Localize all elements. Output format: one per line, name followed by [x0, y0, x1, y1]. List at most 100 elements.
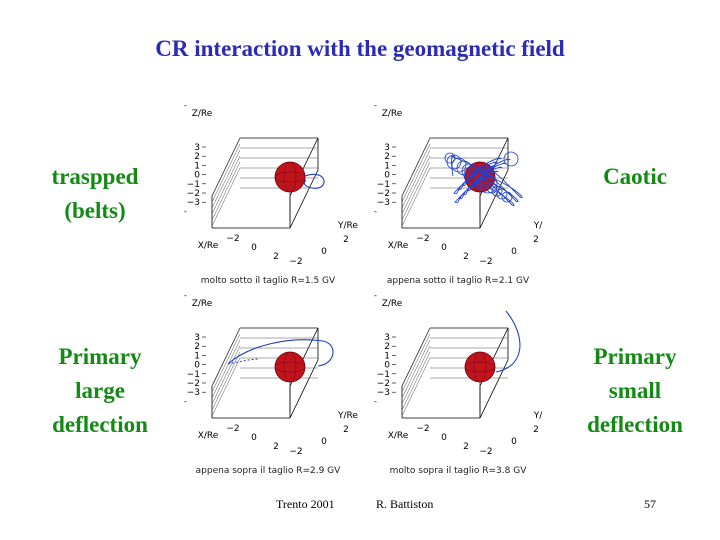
z-tick-label: 2 — [384, 342, 390, 352]
earth-grid — [274, 361, 306, 373]
z-axis-label: Z/Re — [192, 109, 213, 119]
trajectory-loop — [446, 154, 462, 170]
grid-line — [401, 357, 431, 417]
panel-caption: molto sotto il taglio R=1.5 GV — [200, 276, 336, 286]
panel-caption: molto sopra il taglio R=3.8 GV — [389, 466, 527, 476]
grid-line — [211, 149, 241, 209]
y-tick-label: −2 — [289, 257, 302, 267]
trajectory-loop — [451, 157, 467, 173]
x-tick-label: 2 — [273, 442, 279, 452]
trajectory-path — [227, 358, 259, 365]
label-caotic-line-1: Caotic — [603, 164, 667, 189]
z-axis-label: Z/Re — [382, 299, 403, 309]
earth-grid — [283, 161, 297, 193]
grid-line — [211, 345, 241, 405]
x-tick-label: 0 — [441, 433, 447, 443]
box-edge — [289, 359, 319, 419]
x-tick-label: 2 — [463, 252, 469, 262]
x-axis-label: X/Re — [198, 431, 219, 441]
grid-line — [211, 339, 241, 399]
trajectory-loop — [444, 152, 456, 164]
z-tick-label: −2 — [377, 189, 390, 199]
box-edge — [289, 169, 319, 229]
y-tick-label: 0 — [321, 247, 327, 257]
trajectory-path — [303, 173, 325, 189]
z-tick-label: 1 — [194, 161, 200, 171]
grid-line — [401, 137, 431, 197]
label-trapped: traspped (belts) — [30, 160, 160, 228]
z-tick-label: 3 — [194, 143, 200, 153]
x-tick-label: 0 — [251, 243, 257, 253]
earth-sphere — [274, 161, 306, 193]
label-primary-small-line-3: deflection — [587, 412, 683, 437]
earth-grid — [274, 171, 306, 183]
earth-sphere — [464, 351, 496, 383]
y-tick-label: 2 — [343, 425, 349, 435]
x-tick-label: 2 — [463, 442, 469, 452]
grid-line — [211, 351, 241, 411]
label-primary-large-line-2: large — [75, 378, 125, 403]
z-axis-label: Z/Re — [192, 299, 213, 309]
x-axis-label: X/Re — [388, 431, 409, 441]
z-tick-label: 2 — [384, 152, 390, 162]
x-tick-label: −2 — [226, 234, 239, 244]
tick-mark: - — [374, 101, 377, 110]
grid-line — [211, 143, 241, 203]
y-axis-label: Y/ — [533, 221, 543, 231]
trajectory-loop — [503, 151, 519, 167]
z-tick-label: 3 — [384, 333, 390, 343]
x-tick-label: −2 — [416, 234, 429, 244]
trajectory-path — [227, 339, 334, 367]
z-tick-label: −3 — [377, 198, 390, 208]
plot-panel-primary-large: - Z/Re 3 2 1 0 −1 −2 −3- X/Re −2 0 2 Y/Re 2 0 −2 appena … — [178, 286, 358, 476]
tick-mark: - — [374, 207, 377, 216]
label-primary-large: Primary large deflection — [35, 340, 165, 442]
z-tick-label: −1 — [187, 370, 200, 380]
tick-mark: - — [374, 291, 377, 300]
grid-line — [211, 327, 241, 387]
grid-line — [401, 149, 431, 209]
z-tick-label: 3 — [194, 333, 200, 343]
grid-line — [211, 161, 241, 221]
trajectory-path — [450, 155, 523, 207]
plot-panel-primary-small: - Z/Re 3 2 1 0 −1 −2 −3- X/Re −2 0 2 Y/2 0 −2 molto sop… — [368, 286, 548, 476]
label-primary-large-line-3: deflection — [52, 412, 148, 437]
tick-mark: - — [184, 207, 187, 216]
grid-line — [211, 155, 241, 215]
x-tick-label: −2 — [226, 424, 239, 434]
label-primary-small-line-1: Primary — [593, 344, 677, 369]
grid-line — [401, 167, 431, 227]
earth-grid — [464, 361, 496, 373]
plot-panel-caotic: - Z/Re 3 2 1 0 −1 −2 −3- X/Re −2 0 2 Y/2 0 −2 appena so… — [368, 96, 548, 286]
box-edge — [479, 169, 509, 229]
y-axis-label: Y/Re — [337, 221, 358, 231]
x-tick-label: 0 — [441, 243, 447, 253]
earth-sphere — [274, 351, 306, 383]
grid-line — [211, 357, 241, 417]
grid-line — [401, 155, 431, 215]
z-tick-label: 1 — [384, 161, 390, 171]
grid-line — [211, 333, 241, 393]
x-tick-label: 0 — [251, 433, 257, 443]
y-tick-label: 0 — [511, 247, 517, 257]
y-tick-label: 2 — [533, 425, 539, 435]
trajectory-loop — [463, 165, 483, 185]
z-tick-label: −1 — [377, 180, 390, 190]
x-axis-label: X/Re — [198, 241, 219, 251]
grid-line — [211, 137, 241, 197]
label-trapped-line-1: traspped — [51, 164, 139, 189]
earth-grid — [283, 351, 297, 383]
y-tick-label: 0 — [321, 437, 327, 447]
y-tick-label: 2 — [343, 235, 349, 245]
tick-mark: - — [374, 397, 377, 406]
slide-title: CR interaction with the geomagnetic fiel… — [155, 36, 565, 61]
z-tick-label: −1 — [187, 180, 200, 190]
z-tick-label: −3 — [187, 198, 200, 208]
tick-mark: - — [184, 291, 187, 300]
z-tick-label: 2 — [194, 152, 200, 162]
z-tick-label: −2 — [377, 379, 390, 389]
y-axis-label: Y/Re — [337, 411, 358, 421]
z-tick-label: 1 — [194, 351, 200, 361]
